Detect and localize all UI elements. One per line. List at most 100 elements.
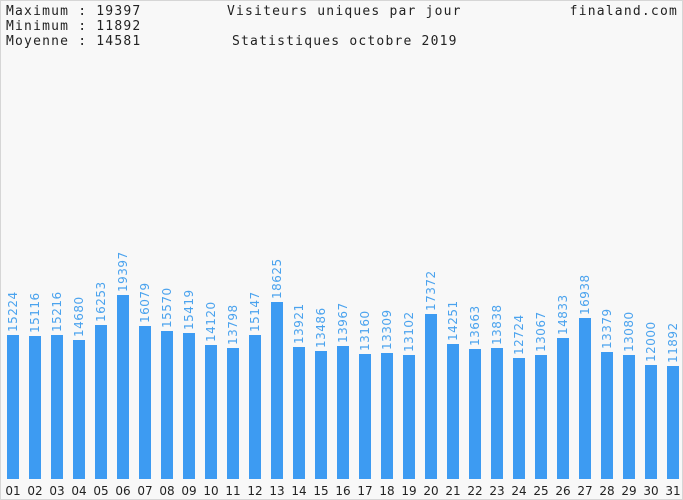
value-label-30: 12000 <box>644 321 658 362</box>
x-tick-21: 21 <box>445 484 460 498</box>
stat-minimum-value: 11892 <box>96 19 142 34</box>
x-tick-16: 16 <box>335 484 350 498</box>
x-tick-06: 06 <box>115 484 130 498</box>
x-tick-26: 26 <box>555 484 570 498</box>
bar-20 <box>425 314 437 479</box>
x-tick-14: 14 <box>291 484 306 498</box>
x-tick-23: 23 <box>489 484 504 498</box>
value-label-07: 16079 <box>138 282 152 323</box>
site-name: finaland.com <box>569 4 678 19</box>
value-label-18: 13309 <box>380 309 394 350</box>
bar-28 <box>601 352 613 479</box>
x-tick-30: 30 <box>643 484 658 498</box>
bar-10 <box>205 345 217 479</box>
bar-01 <box>7 335 19 479</box>
value-label-23: 13838 <box>490 304 504 345</box>
value-label-21: 14251 <box>446 300 460 341</box>
stat-average-label: Moyenne <box>6 34 70 49</box>
bar-16 <box>337 346 349 479</box>
stat-minimum: Minimum : 11892 <box>6 19 142 34</box>
x-tick-01: 01 <box>5 484 20 498</box>
bar-13 <box>271 302 283 479</box>
x-tick-25: 25 <box>533 484 548 498</box>
x-tick-13: 13 <box>269 484 284 498</box>
x-tick-10: 10 <box>203 484 218 498</box>
value-label-13: 18625 <box>270 258 284 299</box>
stat-minimum-label: Minimum <box>6 19 70 34</box>
value-label-12: 15147 <box>248 291 262 332</box>
bar-09 <box>183 333 195 479</box>
x-tick-24: 24 <box>511 484 526 498</box>
x-tick-07: 07 <box>137 484 152 498</box>
value-label-28: 13379 <box>600 308 614 349</box>
chart-subtitle: Statistiques octobre 2019 <box>232 34 458 49</box>
x-tick-08: 08 <box>159 484 174 498</box>
x-tick-31: 31 <box>665 484 680 498</box>
value-label-05: 16253 <box>94 281 108 322</box>
bar-25 <box>535 355 547 479</box>
bar-17 <box>359 354 371 479</box>
value-label-22: 13663 <box>468 305 482 346</box>
x-tick-11: 11 <box>225 484 240 498</box>
value-label-02: 15116 <box>28 292 42 333</box>
bar-14 <box>293 347 305 479</box>
bar-22 <box>469 349 481 479</box>
x-tick-02: 02 <box>27 484 42 498</box>
bar-03 <box>51 335 63 479</box>
bar-24 <box>513 358 525 479</box>
stat-maximum-value: 19397 <box>96 4 142 19</box>
value-label-27: 16938 <box>578 274 592 315</box>
bar-06 <box>117 295 129 479</box>
x-tick-29: 29 <box>621 484 636 498</box>
value-label-26: 14833 <box>556 294 570 335</box>
bar-18 <box>381 353 393 479</box>
x-tick-18: 18 <box>379 484 394 498</box>
value-label-10: 14120 <box>204 301 218 342</box>
stat-maximum: Maximum : 19397 <box>6 4 142 19</box>
chart-title: Visiteurs uniques par jour <box>227 4 462 19</box>
stat-maximum-label: Maximum <box>6 4 70 19</box>
bar-19 <box>403 355 415 479</box>
x-tick-12: 12 <box>247 484 262 498</box>
x-tick-28: 28 <box>599 484 614 498</box>
bar-23 <box>491 348 503 479</box>
value-label-11: 13798 <box>226 304 240 345</box>
bar-12 <box>249 335 261 479</box>
value-label-29: 13080 <box>622 311 636 352</box>
value-label-09: 15419 <box>182 289 196 330</box>
stat-average-value: 14581 <box>96 34 142 49</box>
bar-05 <box>95 325 107 479</box>
x-tick-15: 15 <box>313 484 328 498</box>
value-label-19: 13102 <box>402 311 416 352</box>
x-tick-05: 05 <box>93 484 108 498</box>
value-label-15: 13486 <box>314 307 328 348</box>
value-label-08: 15570 <box>160 287 174 328</box>
x-tick-09: 09 <box>181 484 196 498</box>
stat-average: Moyenne : 14581 <box>6 34 142 49</box>
value-label-14: 13921 <box>292 303 306 344</box>
x-tick-17: 17 <box>357 484 372 498</box>
x-tick-27: 27 <box>577 484 592 498</box>
bar-21 <box>447 344 459 479</box>
bar-29 <box>623 355 635 479</box>
bar-31 <box>667 366 679 479</box>
value-label-24: 12724 <box>512 314 526 355</box>
value-label-25: 13067 <box>534 311 548 352</box>
x-tick-20: 20 <box>423 484 438 498</box>
bar-02 <box>29 336 41 479</box>
value-label-16: 13967 <box>336 302 350 343</box>
bar-15 <box>315 351 327 479</box>
bar-11 <box>227 348 239 479</box>
bar-04 <box>73 340 85 479</box>
value-label-31: 11892 <box>666 322 680 363</box>
bar-30 <box>645 365 657 479</box>
bar-07 <box>139 326 151 479</box>
value-label-17: 13160 <box>358 310 372 351</box>
bar-08 <box>161 331 173 479</box>
x-tick-03: 03 <box>49 484 64 498</box>
bar-26 <box>557 338 569 479</box>
value-label-01: 15224 <box>6 291 20 332</box>
x-tick-19: 19 <box>401 484 416 498</box>
